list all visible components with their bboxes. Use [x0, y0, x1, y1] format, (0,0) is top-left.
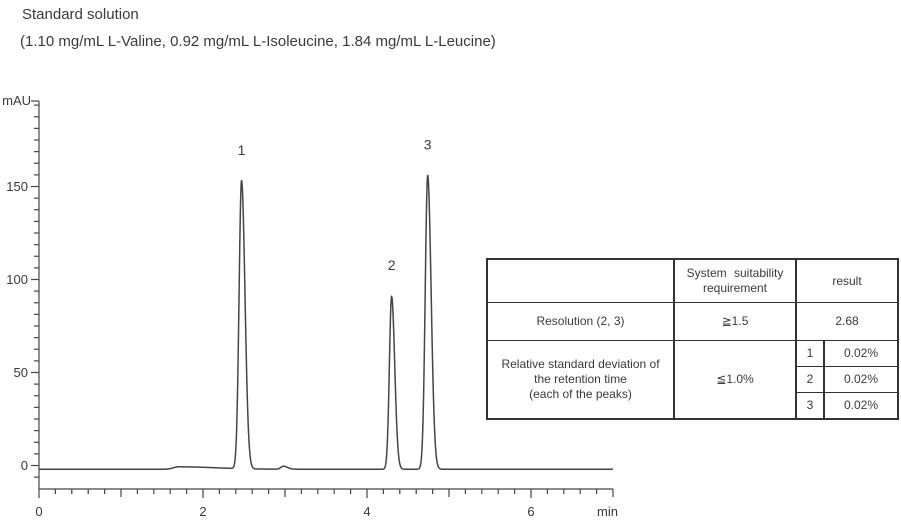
x-tick-label: 4 [363, 504, 370, 519]
x-tick-label: 0 [35, 504, 42, 519]
peak-label-3: 3 [424, 136, 432, 152]
resolution-label: Resolution (2, 3) [486, 302, 675, 341]
y-tick-label: 100 [6, 272, 28, 287]
sample-composition: (1.10 mg/mL L-Valine, 0.92 mg/mL L-Isole… [20, 33, 496, 50]
y-tick-label: 0 [21, 458, 28, 473]
rsd-peak-number-2: 2 [795, 366, 825, 393]
x-axis-unit-label: min [597, 504, 618, 519]
rsd-peak-number-1: 1 [795, 340, 825, 367]
rsd-label-line: Relative standard deviation of [501, 357, 660, 371]
rsd-peak-number-3: 3 [795, 392, 825, 420]
table-header-blank [486, 258, 675, 303]
rsd-requirement: ≦1.0% [673, 340, 797, 420]
y-tick-label: 50 [14, 365, 28, 380]
table-header-requirement: System suitability requirement [673, 258, 797, 303]
peak-label-2: 2 [388, 257, 396, 273]
axes-group [31, 100, 614, 498]
system-suitability-table: System suitability requirement result Re… [486, 258, 899, 420]
page-title: Standard solution [22, 6, 139, 23]
table-header-result: result [795, 258, 899, 303]
peak-label-1: 1 [238, 142, 246, 158]
rsd-peak-value-3: 0.02% [823, 392, 899, 420]
resolution-result: 2.68 [795, 302, 899, 341]
rsd-peak-value-1: 0.02% [823, 340, 899, 367]
signal-trace [38, 174, 614, 470]
rsd-label-line: (each of the peaks) [529, 387, 632, 401]
chromatogram-plot: 0 50 100 150 mAU 0 2 4 6 min 1 2 3 [2, 93, 618, 519]
signal-group [38, 174, 614, 470]
resolution-requirement: ≧1.5 [673, 302, 797, 341]
x-tick-label: 6 [527, 504, 534, 519]
rsd-peak-value-2: 0.02% [823, 366, 899, 393]
y-tick-label: 150 [6, 179, 28, 194]
x-tick-label: 2 [199, 504, 206, 519]
rsd-label-line: the retention time [534, 372, 627, 386]
plot-labels-group: 0 50 100 150 mAU 0 2 4 6 min 1 2 3 [2, 93, 618, 519]
y-axis-unit-label: mAU [2, 93, 31, 108]
rsd-label: Relative standard deviation of the reten… [486, 340, 675, 420]
